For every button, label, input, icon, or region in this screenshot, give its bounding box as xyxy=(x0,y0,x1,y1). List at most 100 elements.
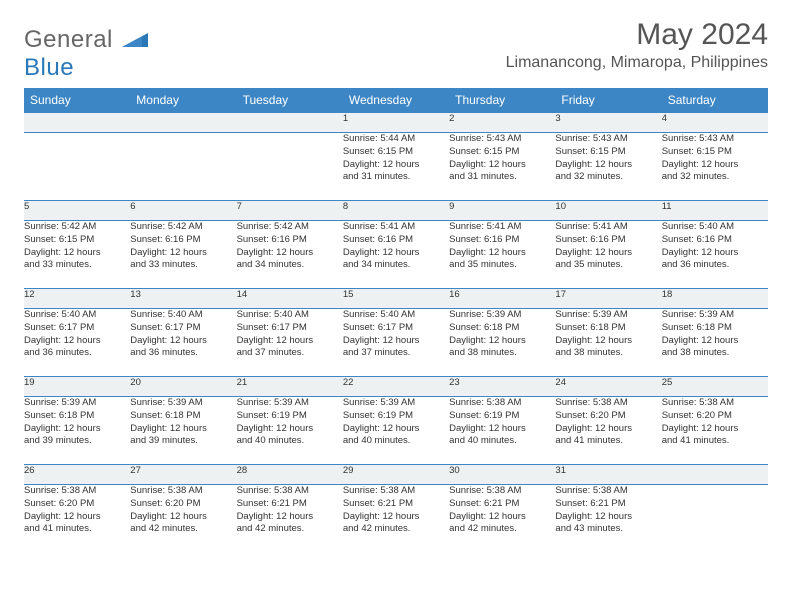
day-number-cell: 5 xyxy=(24,201,130,221)
day-detail-row: Sunrise: 5:42 AM Sunset: 6:15 PM Dayligh… xyxy=(24,221,768,289)
day-number-cell: 10 xyxy=(555,201,661,221)
day-detail-text: Sunrise: 5:38 AM Sunset: 6:21 PM Dayligh… xyxy=(237,485,343,536)
day-detail-text: Sunrise: 5:38 AM Sunset: 6:20 PM Dayligh… xyxy=(662,397,768,448)
day-detail-text: Sunrise: 5:41 AM Sunset: 6:16 PM Dayligh… xyxy=(343,221,449,272)
brand-part1: General xyxy=(24,26,113,53)
header-right: May 2024 Limanancong, Mimaropa, Philippi… xyxy=(506,18,768,72)
day-number-cell: 15 xyxy=(343,289,449,309)
day-number-cell: 28 xyxy=(237,465,343,485)
day-detail-text: Sunrise: 5:38 AM Sunset: 6:21 PM Dayligh… xyxy=(449,485,555,536)
day-detail-row: Sunrise: 5:44 AM Sunset: 6:15 PM Dayligh… xyxy=(24,133,768,201)
day-detail-row: Sunrise: 5:40 AM Sunset: 6:17 PM Dayligh… xyxy=(24,309,768,377)
brand-logo: General Blue xyxy=(24,26,148,82)
day-detail-text: Sunrise: 5:41 AM Sunset: 6:16 PM Dayligh… xyxy=(449,221,555,272)
day-header: Tuesday xyxy=(237,88,343,113)
day-number-row: 12131415161718 xyxy=(24,289,768,309)
day-detail-cell: Sunrise: 5:43 AM Sunset: 6:15 PM Dayligh… xyxy=(449,133,555,201)
day-detail-cell: Sunrise: 5:38 AM Sunset: 6:21 PM Dayligh… xyxy=(343,485,449,553)
day-number-row: 262728293031 xyxy=(24,465,768,485)
day-number-cell: 23 xyxy=(449,377,555,397)
day-detail-cell: Sunrise: 5:40 AM Sunset: 6:17 PM Dayligh… xyxy=(24,309,130,377)
day-number-cell xyxy=(130,113,236,133)
brand-triangle-icon xyxy=(122,29,148,47)
day-detail-text: Sunrise: 5:40 AM Sunset: 6:17 PM Dayligh… xyxy=(130,309,236,360)
day-detail-text: Sunrise: 5:39 AM Sunset: 6:18 PM Dayligh… xyxy=(130,397,236,448)
day-number-cell: 19 xyxy=(24,377,130,397)
day-detail-text: Sunrise: 5:41 AM Sunset: 6:16 PM Dayligh… xyxy=(555,221,661,272)
day-detail-cell: Sunrise: 5:39 AM Sunset: 6:18 PM Dayligh… xyxy=(555,309,661,377)
day-detail-text: Sunrise: 5:38 AM Sunset: 6:20 PM Dayligh… xyxy=(24,485,130,536)
day-number-cell: 8 xyxy=(343,201,449,221)
calendar-head: Sunday Monday Tuesday Wednesday Thursday… xyxy=(24,88,768,113)
day-detail-cell xyxy=(24,133,130,201)
day-detail-text: Sunrise: 5:42 AM Sunset: 6:15 PM Dayligh… xyxy=(24,221,130,272)
day-number-cell: 9 xyxy=(449,201,555,221)
day-detail-text: Sunrise: 5:38 AM Sunset: 6:19 PM Dayligh… xyxy=(449,397,555,448)
day-number-cell: 1 xyxy=(343,113,449,133)
day-number-cell: 6 xyxy=(130,201,236,221)
day-detail-cell xyxy=(237,133,343,201)
day-detail-text: Sunrise: 5:40 AM Sunset: 6:16 PM Dayligh… xyxy=(662,221,768,272)
month-title: May 2024 xyxy=(506,18,768,52)
day-detail-cell: Sunrise: 5:41 AM Sunset: 6:16 PM Dayligh… xyxy=(449,221,555,289)
day-detail-row: Sunrise: 5:38 AM Sunset: 6:20 PM Dayligh… xyxy=(24,485,768,553)
day-number-cell: 25 xyxy=(662,377,768,397)
day-detail-text: Sunrise: 5:39 AM Sunset: 6:19 PM Dayligh… xyxy=(237,397,343,448)
day-detail-cell: Sunrise: 5:42 AM Sunset: 6:16 PM Dayligh… xyxy=(237,221,343,289)
day-detail-cell: Sunrise: 5:42 AM Sunset: 6:15 PM Dayligh… xyxy=(24,221,130,289)
day-detail-text: Sunrise: 5:39 AM Sunset: 6:18 PM Dayligh… xyxy=(662,309,768,360)
day-number-cell: 18 xyxy=(662,289,768,309)
day-number-cell: 22 xyxy=(343,377,449,397)
day-number-row: 567891011 xyxy=(24,201,768,221)
day-number-cell: 2 xyxy=(449,113,555,133)
calendar-body: 1234Sunrise: 5:44 AM Sunset: 6:15 PM Day… xyxy=(24,113,768,553)
day-header: Sunday xyxy=(24,88,130,113)
day-number-cell: 21 xyxy=(237,377,343,397)
day-detail-text: Sunrise: 5:39 AM Sunset: 6:18 PM Dayligh… xyxy=(449,309,555,360)
day-detail-cell: Sunrise: 5:39 AM Sunset: 6:18 PM Dayligh… xyxy=(449,309,555,377)
brand-part2: Blue xyxy=(24,54,74,81)
day-detail-cell xyxy=(130,133,236,201)
day-detail-cell: Sunrise: 5:38 AM Sunset: 6:19 PM Dayligh… xyxy=(449,397,555,465)
day-number-cell: 26 xyxy=(24,465,130,485)
day-number-cell: 17 xyxy=(555,289,661,309)
day-detail-text: Sunrise: 5:40 AM Sunset: 6:17 PM Dayligh… xyxy=(24,309,130,360)
day-detail-text: Sunrise: 5:38 AM Sunset: 6:21 PM Dayligh… xyxy=(343,485,449,536)
day-number-row: 19202122232425 xyxy=(24,377,768,397)
day-detail-text: Sunrise: 5:40 AM Sunset: 6:17 PM Dayligh… xyxy=(343,309,449,360)
day-detail-cell: Sunrise: 5:38 AM Sunset: 6:20 PM Dayligh… xyxy=(130,485,236,553)
page-header: General Blue May 2024 Limanancong, Mimar… xyxy=(24,18,768,82)
calendar-table: Sunday Monday Tuesday Wednesday Thursday… xyxy=(24,88,768,553)
day-detail-cell: Sunrise: 5:39 AM Sunset: 6:18 PM Dayligh… xyxy=(24,397,130,465)
day-number-cell: 13 xyxy=(130,289,236,309)
day-detail-cell: Sunrise: 5:38 AM Sunset: 6:20 PM Dayligh… xyxy=(24,485,130,553)
day-number-cell: 12 xyxy=(24,289,130,309)
day-detail-cell xyxy=(662,485,768,553)
day-detail-cell: Sunrise: 5:38 AM Sunset: 6:21 PM Dayligh… xyxy=(449,485,555,553)
day-number-cell: 27 xyxy=(130,465,236,485)
day-number-cell: 24 xyxy=(555,377,661,397)
day-detail-text: Sunrise: 5:38 AM Sunset: 6:20 PM Dayligh… xyxy=(130,485,236,536)
day-header-row: Sunday Monday Tuesday Wednesday Thursday… xyxy=(24,88,768,113)
day-detail-cell: Sunrise: 5:43 AM Sunset: 6:15 PM Dayligh… xyxy=(555,133,661,201)
day-detail-cell: Sunrise: 5:38 AM Sunset: 6:20 PM Dayligh… xyxy=(662,397,768,465)
day-number-cell xyxy=(24,113,130,133)
day-detail-cell: Sunrise: 5:40 AM Sunset: 6:17 PM Dayligh… xyxy=(237,309,343,377)
day-detail-text: Sunrise: 5:38 AM Sunset: 6:21 PM Dayligh… xyxy=(555,485,661,536)
day-detail-row: Sunrise: 5:39 AM Sunset: 6:18 PM Dayligh… xyxy=(24,397,768,465)
day-number-cell: 30 xyxy=(449,465,555,485)
day-number-cell: 20 xyxy=(130,377,236,397)
day-detail-cell: Sunrise: 5:44 AM Sunset: 6:15 PM Dayligh… xyxy=(343,133,449,201)
day-detail-text: Sunrise: 5:43 AM Sunset: 6:15 PM Dayligh… xyxy=(662,133,768,184)
day-detail-text: Sunrise: 5:39 AM Sunset: 6:19 PM Dayligh… xyxy=(343,397,449,448)
day-detail-text: Sunrise: 5:40 AM Sunset: 6:17 PM Dayligh… xyxy=(237,309,343,360)
brand-text: General Blue xyxy=(24,26,148,82)
day-header: Wednesday xyxy=(343,88,449,113)
day-detail-cell: Sunrise: 5:40 AM Sunset: 6:17 PM Dayligh… xyxy=(343,309,449,377)
calendar-page: General Blue May 2024 Limanancong, Mimar… xyxy=(0,0,792,612)
day-number-cell: 29 xyxy=(343,465,449,485)
day-number-row: 1234 xyxy=(24,113,768,133)
day-detail-text: Sunrise: 5:43 AM Sunset: 6:15 PM Dayligh… xyxy=(449,133,555,184)
day-detail-cell: Sunrise: 5:40 AM Sunset: 6:16 PM Dayligh… xyxy=(662,221,768,289)
day-number-cell: 16 xyxy=(449,289,555,309)
